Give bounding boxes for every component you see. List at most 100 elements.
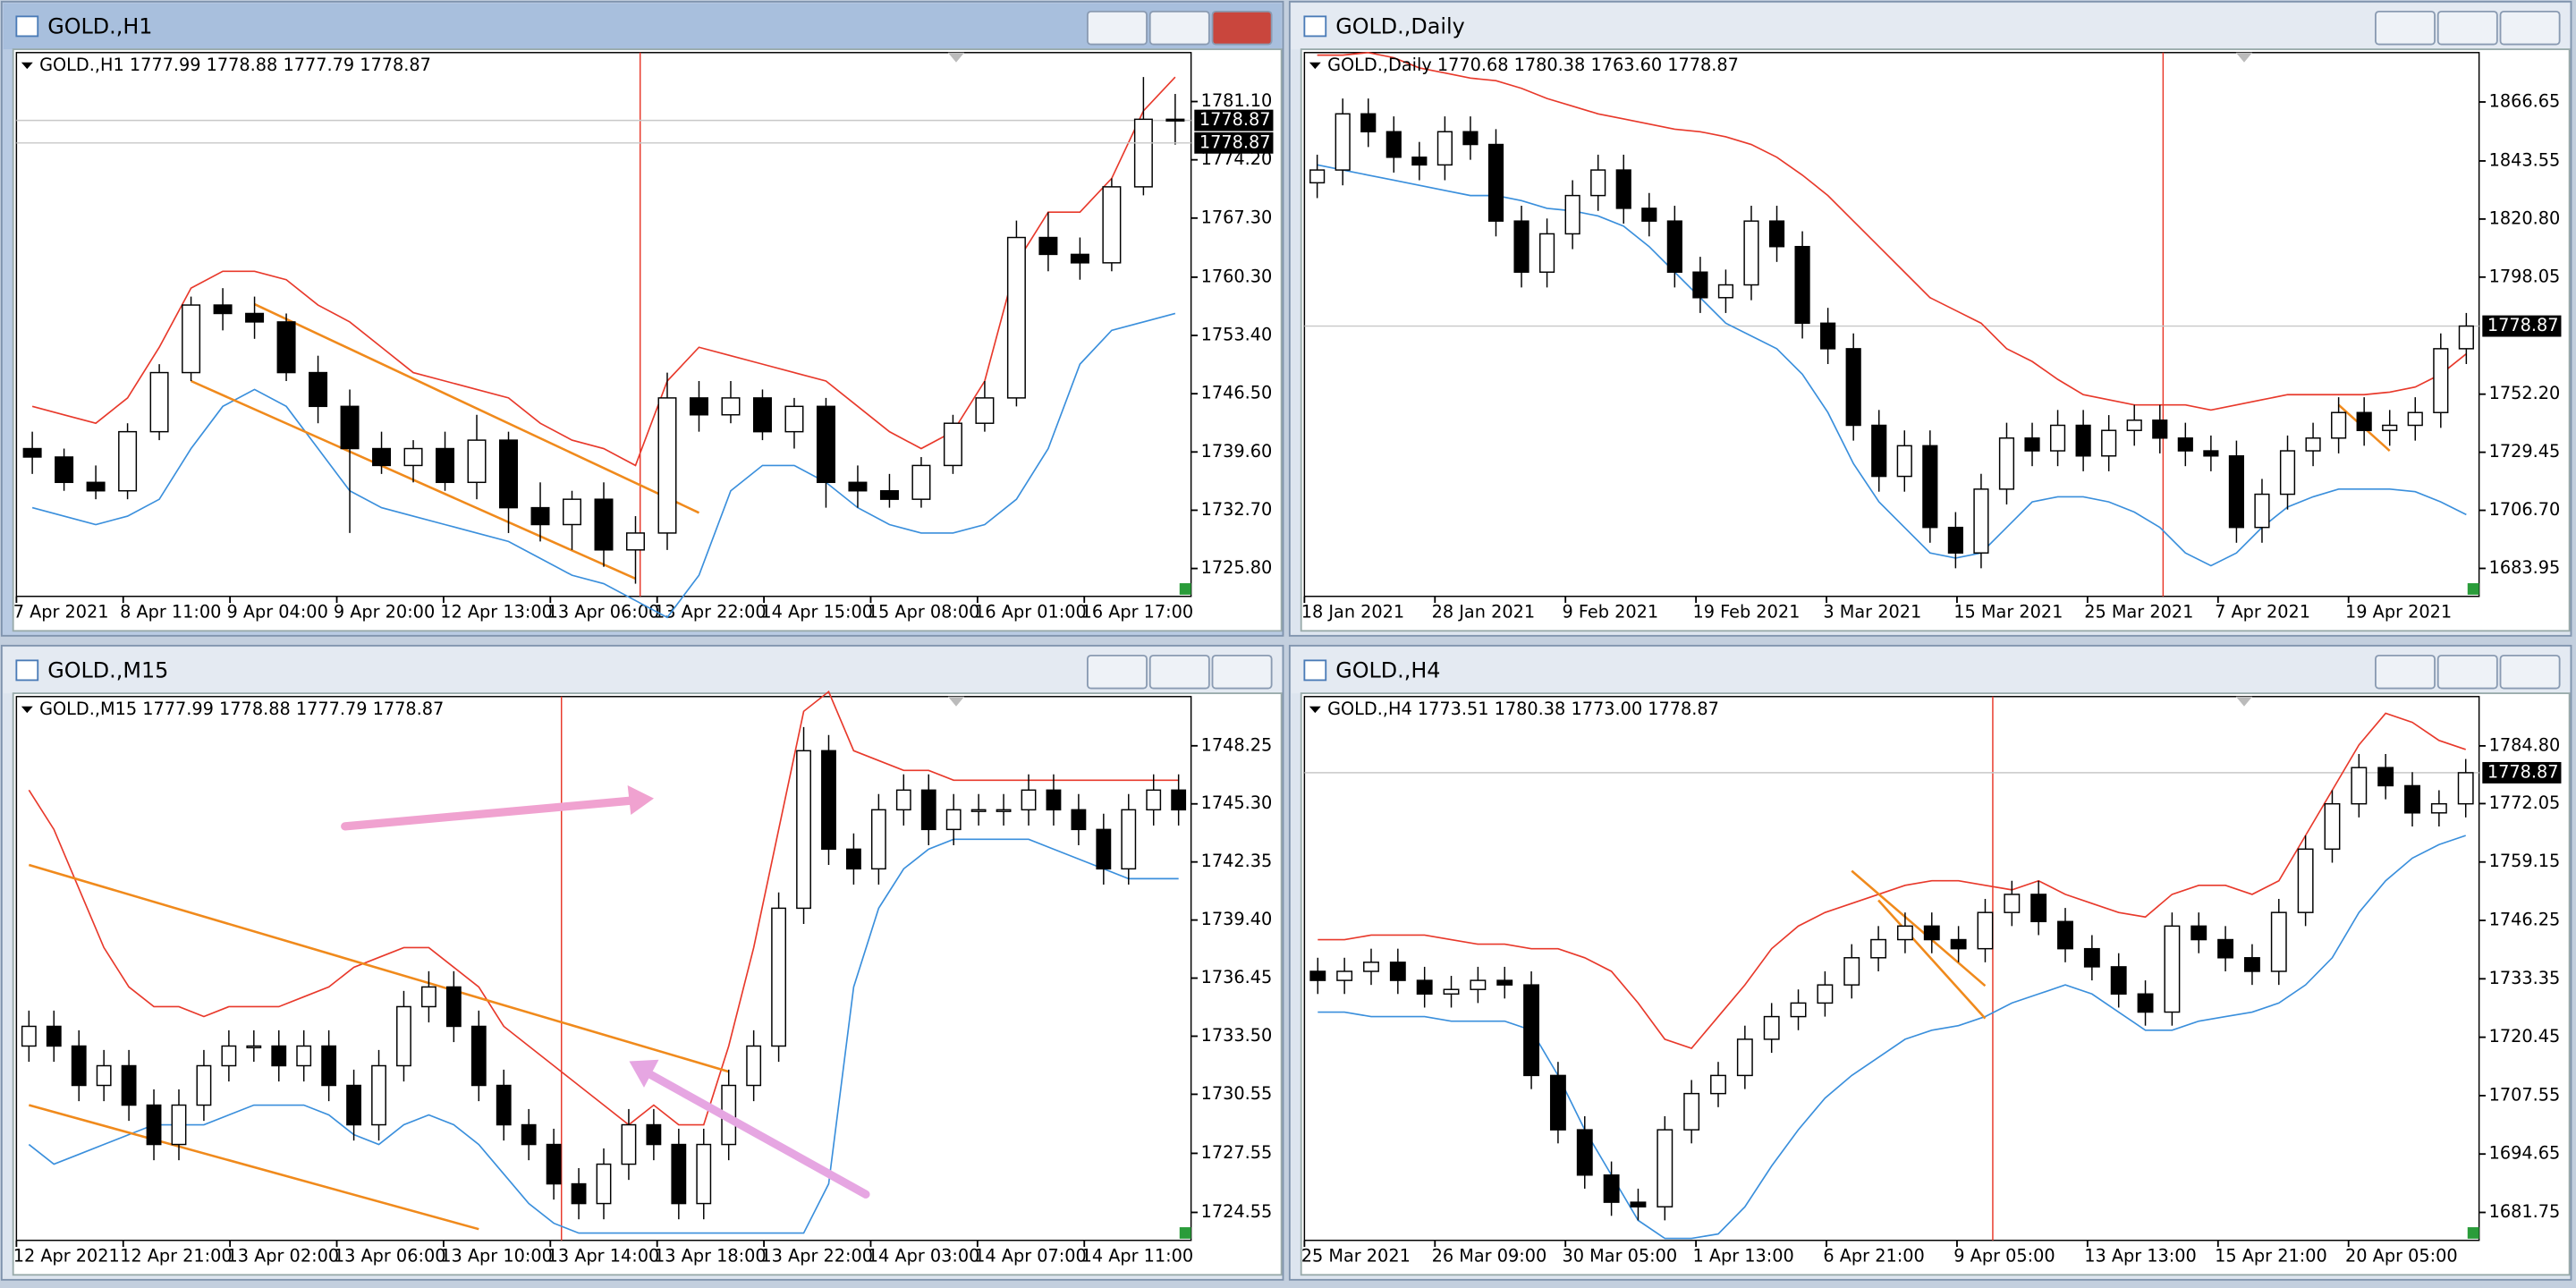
candle-body: [796, 750, 811, 910]
candle-body: [752, 397, 772, 433]
y-tick-label: 1774.20: [1201, 148, 1273, 169]
close-button[interactable]: [1211, 10, 1273, 46]
x-tick-label: 13 Apr 18:00: [654, 1246, 767, 1267]
y-tick-label: 1730.55: [1201, 1083, 1273, 1104]
candle-body: [870, 809, 886, 870]
candle-body: [945, 809, 962, 831]
plot-frame: [1303, 52, 2480, 597]
candle-body: [1436, 131, 1453, 166]
y-tick-label: 1746.50: [1201, 383, 1273, 403]
minimize-button[interactable]: [1087, 654, 1148, 690]
candle-body: [2203, 450, 2219, 457]
x-tick-label: 15 Apr 08:00: [868, 602, 980, 623]
x-tick-label: 12 Apr 13:00: [440, 602, 553, 623]
title-bar: [1291, 3, 2570, 50]
candle-body: [96, 1064, 112, 1087]
candle-body: [1922, 445, 1938, 529]
chart-window: GOLD.,H1 1781.10 1774.20 1767.30 1760.30 1753…: [0, 0, 1284, 637]
y-tick-label: 1683.95: [2489, 557, 2561, 578]
candle-body: [245, 312, 265, 323]
x-tick-label: 12 Apr 2021: [13, 1246, 120, 1267]
candle-body: [1973, 488, 1989, 554]
upper-band: [1317, 51, 2467, 411]
candle-body: [521, 1123, 537, 1146]
x-tick-label: 7 Apr 2021: [2215, 602, 2310, 623]
candle-body: [1146, 789, 1162, 811]
candle-body: [321, 1045, 337, 1087]
y-tick-label: 1760.30: [1201, 266, 1273, 286]
status-square: [2467, 1227, 2479, 1239]
trend-line: [28, 863, 730, 1073]
price-label-box: [2482, 761, 2562, 784]
candle-body: [1071, 809, 1087, 831]
candle-body: [2356, 411, 2372, 431]
lower-band: [1317, 164, 2467, 567]
maximize-button[interactable]: [2436, 10, 2498, 46]
chart-header: GOLD.,H4 1773.51 1780.38 1773.00 1778.87: [1327, 699, 1719, 719]
candle-body: [213, 304, 233, 315]
candle-body: [771, 907, 787, 1047]
candle-body: [1021, 789, 1037, 811]
candle-body: [1630, 1201, 1647, 1208]
candle-body: [2351, 767, 2368, 805]
price-label: 1778.87: [1199, 131, 1271, 152]
upper-band: [28, 690, 1179, 1126]
candle-body: [22, 447, 42, 458]
x-tick-label: 19 Apr 2021: [2345, 602, 2452, 623]
candle-body: [2101, 429, 2117, 457]
close-button[interactable]: [1211, 654, 1273, 690]
candle-body: [996, 809, 1012, 812]
y-tick-label: 1752.20: [2489, 383, 2561, 403]
lower-band: [1318, 835, 2466, 1240]
candle-body: [1470, 979, 1487, 990]
candle-body: [121, 1064, 137, 1106]
y-tick-label: 1772.05: [2489, 792, 2561, 813]
candle-body: [1817, 984, 1834, 1004]
header-arrow: [1309, 706, 1321, 714]
maximize-button[interactable]: [2436, 654, 2498, 690]
candle-body: [436, 447, 455, 484]
status-square: [1179, 583, 1191, 595]
maximize-button[interactable]: [1148, 10, 1210, 46]
y-tick-label: 1727.55: [1201, 1142, 1273, 1163]
y-tick-label: 1736.45: [1201, 967, 1273, 987]
candle-body: [2126, 419, 2142, 431]
minimize-button[interactable]: [2375, 10, 2436, 46]
candle-body: [689, 397, 708, 416]
candle-body: [2057, 920, 2073, 950]
candle-body: [2377, 767, 2394, 787]
minimize-button[interactable]: [2375, 654, 2436, 690]
candle-body: [2305, 437, 2321, 452]
close-button[interactable]: [2499, 654, 2561, 690]
candle-body: [499, 439, 519, 509]
x-tick-label: 15 Mar 2021: [1953, 602, 2063, 623]
candle-body: [2270, 911, 2287, 972]
candle-body: [1070, 253, 1089, 264]
chart-header: GOLD.,H1 1777.99 1778.88 1777.79 1778.87: [39, 55, 431, 75]
y-tick-label: 1753.40: [1201, 325, 1273, 345]
candle-body: [470, 1025, 487, 1087]
candle-body: [1692, 271, 1708, 299]
candle-body: [1896, 445, 1912, 478]
candle-body: [1615, 169, 1631, 209]
y-tick-label: 1781.10: [1201, 90, 1273, 111]
candle-body: [271, 1045, 287, 1067]
x-tick-label: 13 Apr 22:00: [760, 1246, 873, 1267]
candle-body: [2004, 894, 2021, 913]
y-tick-label: 1748.25: [1201, 734, 1273, 755]
maximize-button[interactable]: [1148, 654, 1210, 690]
candle-body: [671, 1143, 687, 1205]
x-tick-label: 13 Apr 10:00: [440, 1246, 553, 1267]
candle-body: [1820, 322, 1836, 350]
x-tick-label: 9 Apr 20:00: [334, 602, 435, 623]
candle-body: [1165, 118, 1185, 122]
close-button[interactable]: [2499, 10, 2561, 46]
candle-body: [86, 481, 106, 492]
window-icon: [15, 15, 39, 38]
scroll-marker: [947, 52, 965, 63]
candle-body: [396, 1005, 411, 1067]
y-tick-label: 1694.65: [2489, 1143, 2561, 1164]
minimize-button[interactable]: [1087, 10, 1148, 46]
